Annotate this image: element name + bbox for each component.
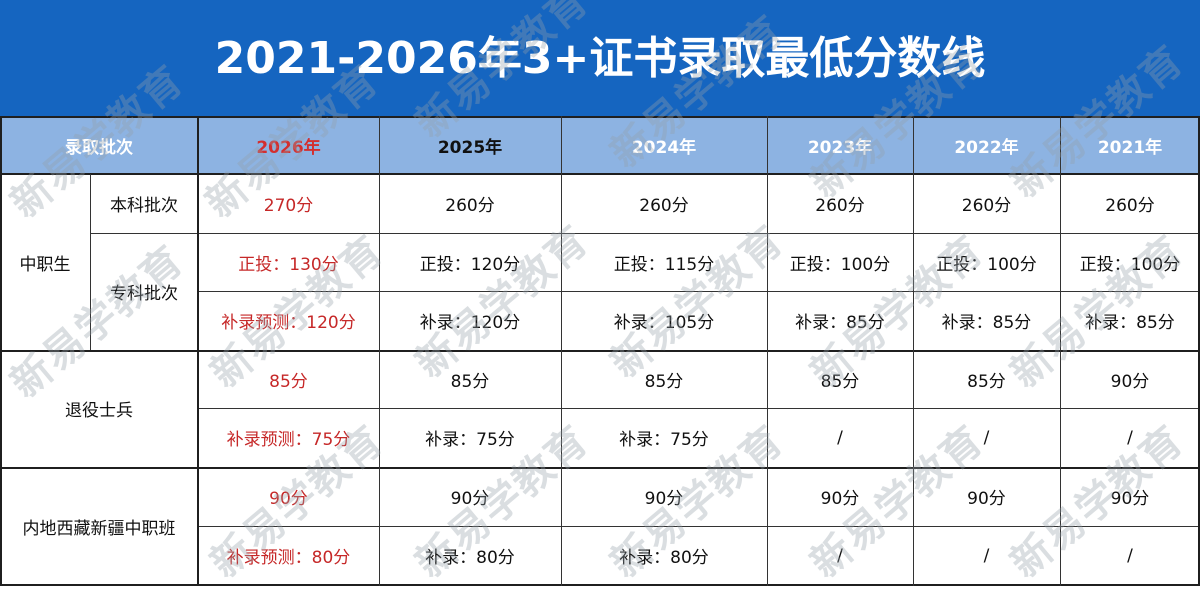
table-cell: 90分	[913, 467, 1060, 526]
table-cell: 补录：75分	[561, 408, 767, 467]
table-cell: 270分	[198, 174, 379, 233]
table-cell: 正投：100分	[913, 233, 1060, 291]
page-title: 2021-2026年3+证书录取最低分数线	[214, 33, 986, 84]
grid-line	[0, 467, 1200, 469]
grid-line	[0, 116, 2, 586]
header-corner: 录取批次	[0, 116, 198, 174]
table-cell: 补录：105分	[561, 291, 767, 350]
table-cell: 90分	[379, 467, 561, 526]
table-cell: /	[767, 526, 913, 585]
table-cell: 补录：80分	[379, 526, 561, 585]
header-year-2021: 2021年	[1060, 116, 1200, 174]
table-cell: 85分	[767, 350, 913, 408]
grid-line	[90, 174, 91, 350]
grid-line	[1060, 116, 1061, 586]
score-table: 录取批次 2026年 2025年 2024年 2023年 2022年 2021年…	[0, 116, 1200, 589]
grid-line	[198, 291, 1200, 292]
table-cell: 补录预测：80分	[198, 526, 379, 585]
title-banner: 2021-2026年3+证书录取最低分数线	[0, 0, 1200, 116]
grid-line	[561, 116, 562, 586]
table-cell: 补录：80分	[561, 526, 767, 585]
table-cell: 85分	[198, 350, 379, 408]
table-cell: 260分	[1060, 174, 1200, 233]
sub-label-bachelor: 本科批次	[90, 174, 198, 233]
table-cell: 90分	[198, 467, 379, 526]
table-cell: /	[1060, 408, 1200, 467]
table-cell: 补录：75分	[379, 408, 561, 467]
header-year-2023: 2023年	[767, 116, 913, 174]
grid-line	[0, 584, 1200, 586]
table-cell: 正投：100分	[767, 233, 913, 291]
table-cell: 260分	[913, 174, 1060, 233]
grid-line	[0, 116, 1200, 118]
table-cell: 85分	[913, 350, 1060, 408]
table-cell: 正投：115分	[561, 233, 767, 291]
group-label-xizang-xinjiang: 内地西藏新疆中职班	[0, 467, 198, 585]
header-year-2026: 2026年	[198, 116, 379, 174]
group-label-vocational: 中职生	[0, 174, 90, 350]
table-cell: 补录：120分	[379, 291, 561, 350]
table-cell: 补录预测：75分	[198, 408, 379, 467]
table-cell: 正投：130分	[198, 233, 379, 291]
grid-line	[767, 116, 768, 586]
sub-label-associate: 专科批次	[90, 233, 198, 350]
table-cell: 补录预测：120分	[198, 291, 379, 350]
table-cell: 正投：120分	[379, 233, 561, 291]
table-cell: /	[1060, 526, 1200, 585]
table-cell: /	[767, 408, 913, 467]
grid-line	[0, 350, 1200, 352]
table-cell: 85分	[379, 350, 561, 408]
table-cell: 260分	[379, 174, 561, 233]
table-cell: 90分	[767, 467, 913, 526]
table-cell: /	[913, 526, 1060, 585]
table-cell: 90分	[1060, 350, 1200, 408]
table-cell: 补录：85分	[1060, 291, 1200, 350]
table-cell: 补录：85分	[913, 291, 1060, 350]
table-cell: 90分	[561, 467, 767, 526]
group-label-veterans: 退役士兵	[0, 350, 198, 467]
grid-line	[198, 408, 1200, 409]
header-year-2022: 2022年	[913, 116, 1060, 174]
header-year-2024: 2024年	[561, 116, 767, 174]
table-cell: 260分	[561, 174, 767, 233]
grid-line	[0, 173, 1200, 175]
grid-line	[90, 233, 1200, 234]
grid-line	[1198, 116, 1200, 586]
grid-line	[913, 116, 914, 586]
table-cell: 260分	[767, 174, 913, 233]
header-year-2025: 2025年	[379, 116, 561, 174]
grid-line	[379, 116, 380, 586]
grid-line	[197, 116, 199, 586]
table-cell: 正投：100分	[1060, 233, 1200, 291]
table-cell: 85分	[561, 350, 767, 408]
grid-line	[198, 526, 1200, 527]
table-cell: 90分	[1060, 467, 1200, 526]
table-cell: 补录：85分	[767, 291, 913, 350]
table-cell: /	[913, 408, 1060, 467]
